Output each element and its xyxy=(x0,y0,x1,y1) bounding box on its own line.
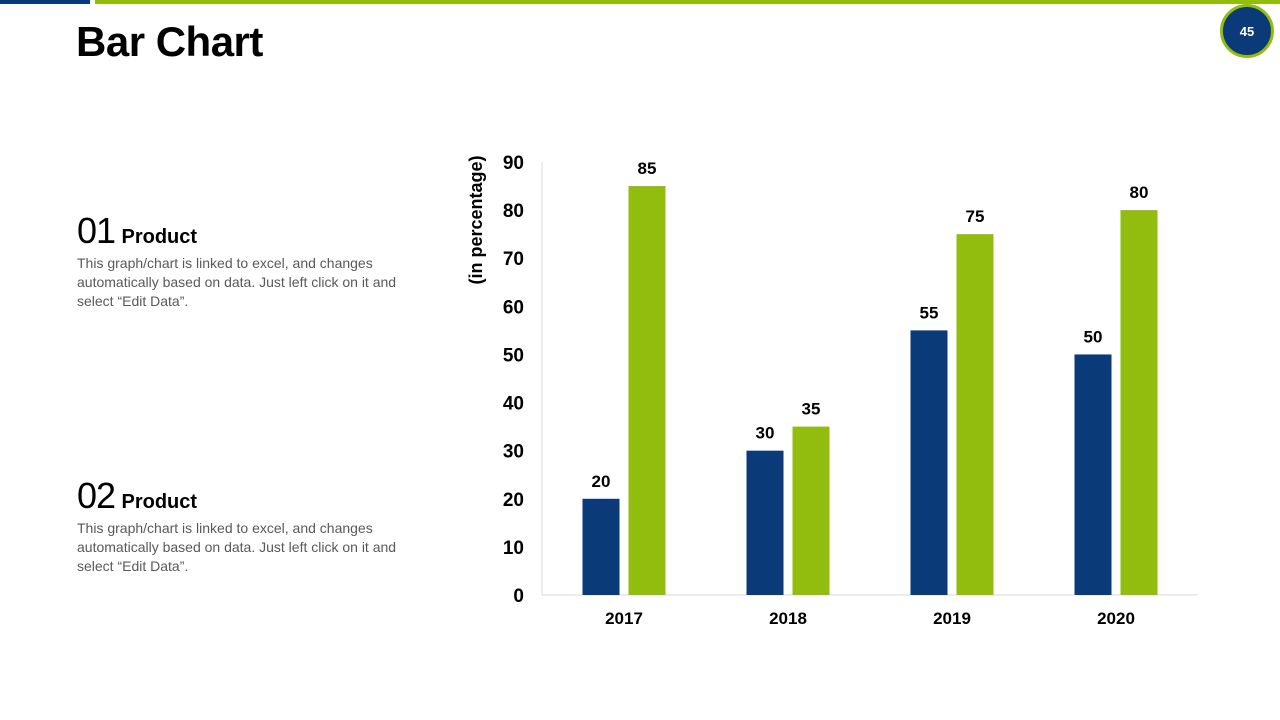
product-number: 01 xyxy=(77,210,116,251)
page-number-badge: 45 xyxy=(1220,4,1274,58)
y-tick-label: 10 xyxy=(503,538,524,559)
bar-product-02 xyxy=(1120,210,1158,595)
bar-product-02 xyxy=(792,426,830,595)
bar-product-01 xyxy=(746,450,784,595)
data-label: 50 xyxy=(1084,327,1103,346)
top-accent-bar-blue xyxy=(0,0,90,4)
bar-product-01 xyxy=(910,330,948,595)
y-tick-label: 90 xyxy=(503,153,524,174)
y-tick-label: 30 xyxy=(503,442,524,463)
bar-product-02 xyxy=(956,234,994,595)
data-label: 55 xyxy=(920,303,939,322)
data-label: 80 xyxy=(1130,183,1149,202)
bar-product-02 xyxy=(628,186,666,596)
x-tick-label: 2017 xyxy=(605,609,643,628)
y-axis-title: (in percentage) xyxy=(466,155,486,284)
y-tick-label: 0 xyxy=(513,586,524,607)
data-label: 35 xyxy=(802,400,821,419)
slide-title: Bar Chart xyxy=(76,18,263,65)
product-name: Product xyxy=(121,226,198,248)
data-label: 30 xyxy=(756,424,775,443)
x-tick-label: 2020 xyxy=(1097,609,1135,628)
data-label: 85 xyxy=(638,159,657,178)
y-tick-label: 20 xyxy=(503,490,524,511)
product-block-01: 01 Product This graph/chart is linked to… xyxy=(77,210,422,311)
product-description: This graph/chart is linked to excel, and… xyxy=(77,520,397,574)
y-tick-label: 80 xyxy=(503,201,524,222)
bar-product-01 xyxy=(1074,354,1112,595)
y-tick-label: 50 xyxy=(503,345,524,366)
y-tick-label: 40 xyxy=(503,394,524,415)
top-accent-bar-green xyxy=(95,0,1280,4)
bar-product-01 xyxy=(582,498,620,595)
product-heading-02: 02 Product xyxy=(77,475,422,517)
product-number: 02 xyxy=(77,475,116,516)
x-tick-label: 2018 xyxy=(769,609,807,628)
x-tick-label: 2019 xyxy=(933,609,971,628)
product-description: This graph/chart is linked to excel, and… xyxy=(77,255,397,309)
product-block-02: 02 Product This graph/chart is linked to… xyxy=(77,475,422,576)
data-label: 75 xyxy=(966,207,985,226)
bar-chart: 0 10 20 30 40 50 60 70 80 90 (in percentage) 20 85 20… xyxy=(466,153,1198,628)
y-tick-label: 70 xyxy=(503,249,524,270)
product-name: Product xyxy=(121,491,198,513)
data-label: 20 xyxy=(592,472,611,491)
y-tick-label: 60 xyxy=(503,297,524,318)
product-heading-01: 01 Product xyxy=(77,210,422,252)
